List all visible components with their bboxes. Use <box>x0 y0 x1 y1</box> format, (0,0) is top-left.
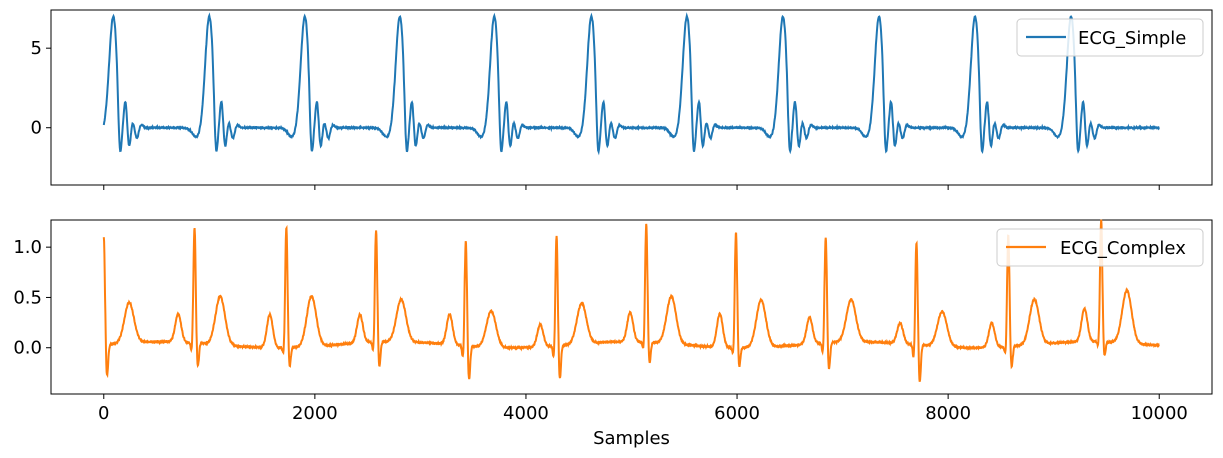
plot-area-frame <box>50 219 1213 395</box>
legend: ECG_Complex <box>996 228 1204 267</box>
legend-label-ecg-simple: ECG_Simple <box>1078 28 1186 49</box>
y-tick-label: 5 <box>31 38 42 59</box>
y-tick-label: 0.0 <box>13 338 42 359</box>
subplot-ecg-simple: 05 ECG_Simple <box>31 9 1213 190</box>
y-tick-label: 0.5 <box>13 287 42 308</box>
y-tick-label: 1.0 <box>13 237 42 258</box>
series-line-ecg-simple <box>102 12 1160 156</box>
x-tick-label: 4000 <box>503 403 549 424</box>
legend: ECG_Simple <box>1016 18 1204 57</box>
x-tick-label: 2000 <box>292 403 338 424</box>
axis-ticks: 05 <box>31 38 1160 190</box>
x-tick-label: 0 <box>98 403 109 424</box>
x-tick-label: 6000 <box>714 403 760 424</box>
y-tick-label: 0 <box>31 118 42 139</box>
series-line-ecg-complex <box>102 219 1160 382</box>
x-tick-label: 10000 <box>1131 403 1188 424</box>
x-tick-label: 8000 <box>925 403 971 424</box>
legend-box <box>1016 18 1204 57</box>
legend-label-ecg-complex: ECG_Complex <box>1060 238 1186 259</box>
x-axis-label: Samples <box>593 428 670 449</box>
legend-box <box>996 228 1204 267</box>
axis-ticks: 0 2000 4000 6000 8000 10000 0.0 0.5 1.0 <box>13 237 1188 424</box>
plot-area-frame <box>50 9 1213 186</box>
subplot-ecg-complex: 0 2000 4000 6000 8000 10000 0.0 0.5 1.0 ECG_Comp… <box>13 219 1213 449</box>
